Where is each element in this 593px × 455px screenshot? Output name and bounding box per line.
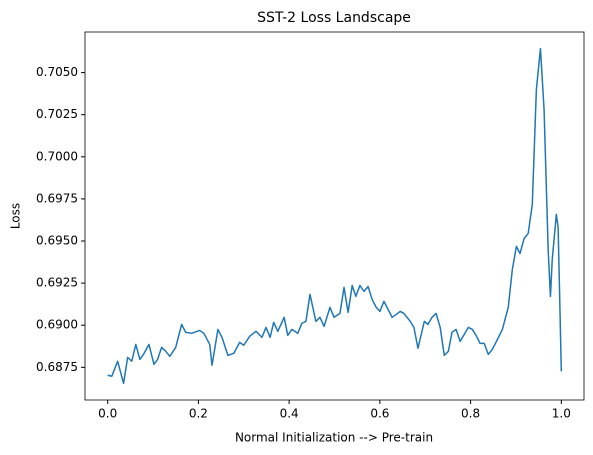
y-tick-label: 0.7050 (36, 65, 78, 79)
axes-frame (84, 31, 585, 401)
x-tick-label: 0.4 (280, 407, 299, 421)
chart-title: SST-2 Loss Landscape (257, 10, 411, 26)
y-tick-label: 0.6975 (36, 191, 78, 205)
x-axis-label: Normal Initialization --> Pre-train (235, 431, 433, 445)
x-tick-label: 1.0 (552, 407, 571, 421)
y-tick-label: 0.6925 (36, 276, 78, 290)
y-tick-label: 0.7000 (36, 149, 78, 163)
x-tick-label: 0.6 (370, 407, 389, 421)
y-axis-label: Loss (9, 203, 23, 229)
y-tick-label: 0.6875 (36, 360, 78, 374)
x-tick-label: 0.8 (461, 407, 480, 421)
y-tick-label: 0.7025 (36, 107, 78, 121)
x-tick-label: 0.2 (189, 407, 208, 421)
loss-line (107, 47, 563, 385)
x-tick-label: 0.0 (98, 407, 117, 421)
y-tick-label: 0.6950 (36, 234, 78, 248)
y-tick-label: 0.6900 (36, 318, 78, 332)
